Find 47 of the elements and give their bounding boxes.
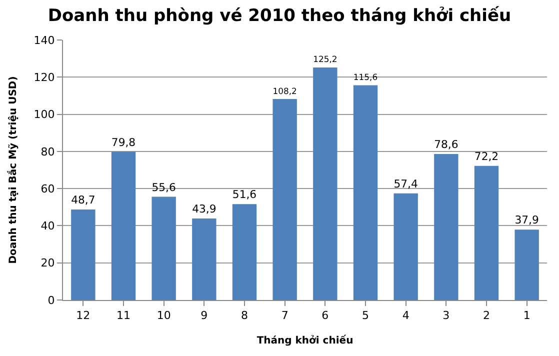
bar	[474, 166, 499, 300]
bar	[111, 152, 136, 300]
data-label: 115,6	[353, 72, 378, 82]
bar	[71, 210, 96, 300]
x-tick-label: 6	[322, 309, 329, 322]
bar	[272, 99, 297, 300]
bar	[353, 85, 378, 300]
y-tick-label: 80	[40, 145, 55, 158]
y-tick-label: 40	[40, 220, 55, 233]
y-tick-label: 120	[34, 70, 55, 84]
data-label: 55,6	[152, 180, 176, 194]
x-tick-label: 5	[362, 309, 369, 322]
data-label: 125,2	[313, 54, 338, 64]
bar	[232, 204, 257, 300]
x-tick-label: 9	[200, 309, 208, 322]
x-tick-label: 4	[402, 309, 410, 322]
y-tick-label: 140	[34, 34, 55, 47]
data-label: 78,6	[434, 138, 458, 152]
x-tick-label: 2	[483, 309, 490, 322]
x-tick-label: 8	[241, 309, 248, 322]
data-label: 57,4	[394, 177, 418, 190]
x-tick-label: 12	[76, 309, 90, 322]
bar	[434, 154, 458, 300]
x-tick-label: 10	[156, 309, 171, 322]
bar	[313, 67, 338, 300]
bar	[394, 193, 418, 300]
data-label: 43,9	[192, 202, 216, 216]
y-tick-label: 20	[40, 256, 55, 270]
data-label: 51,6	[232, 188, 257, 202]
data-label: 108,2	[272, 86, 297, 96]
y-tick-label: 100	[34, 108, 55, 122]
y-tick-label: 60	[40, 182, 55, 196]
x-axis-title: Tháng khởi chiếu	[256, 334, 354, 347]
bar	[192, 218, 216, 300]
bar	[514, 230, 539, 300]
data-label: 72,2	[474, 150, 499, 163]
chart-title: Doanh thu phòng vé 2010 theo tháng khởi chiếu	[48, 6, 512, 26]
data-label: 79,8	[111, 136, 136, 149]
y-axis-title: Doanh thu tại Bắc Mỹ (triệu USD)	[6, 76, 19, 264]
data-label: 48,7	[71, 194, 96, 207]
x-tick-label: 3	[442, 309, 450, 322]
bar	[152, 196, 176, 300]
y-tick-label: 0	[48, 294, 55, 307]
x-tick-label: 7	[281, 309, 288, 322]
x-tick-label: 11	[116, 309, 130, 322]
x-tick-label: 1	[523, 309, 530, 322]
data-label: 37,9	[514, 214, 540, 227]
